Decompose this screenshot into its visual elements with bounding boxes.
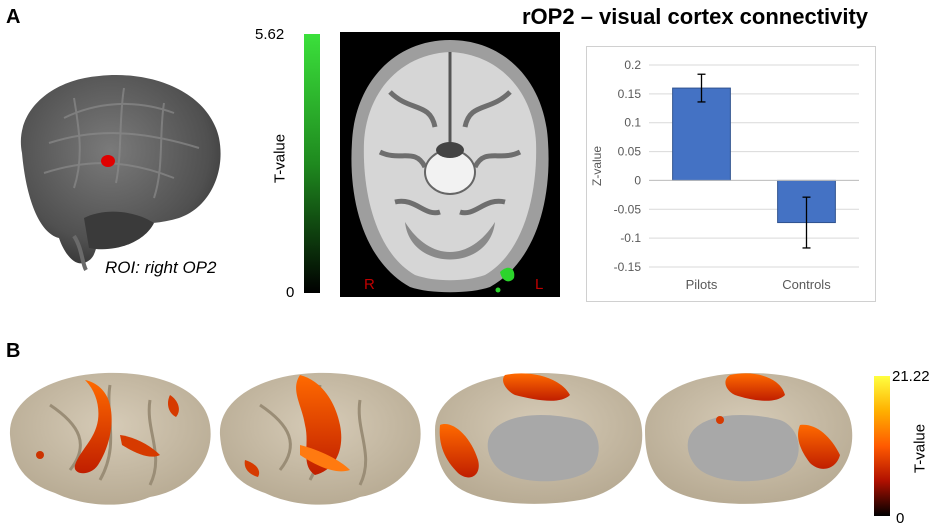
roi-label: ROI: right OP2 [105, 258, 217, 277]
surface-medial-left [435, 373, 643, 504]
colorbar-a-max: 5.62 [255, 26, 285, 43]
y-tick-label: 0.2 [624, 58, 641, 72]
slice-z-label: Z=-15 [340, 31, 380, 48]
axial-slice-image [340, 32, 560, 297]
y-tick-label: 0.05 [618, 145, 642, 159]
figure-title: rOP2 – visual cortex connectivity [522, 4, 869, 29]
colorbar-a-label: T-value [271, 133, 289, 184]
y-axis-label: Z-value [590, 146, 604, 186]
colorbar-b-min: 0 [896, 510, 905, 527]
y-tick-label: 0 [634, 173, 641, 187]
colorbar-a-min: 0 [286, 284, 295, 301]
cortical-surface-maps [0, 365, 855, 515]
y-tick-label: 0.1 [624, 116, 641, 130]
surface-lateral-left [9, 372, 211, 505]
x-category-label: Pilots [686, 277, 718, 292]
colorbar-b-gradient [874, 376, 890, 516]
bar-pilots [672, 87, 731, 181]
y-tick-label: -0.15 [614, 260, 642, 274]
colorbar-a-gradient [304, 34, 320, 293]
bar-chart: 0.2 0.15 0.1 0.05 0 -0.05 -0.1 -0.15 Z-value Pilo… [586, 46, 876, 302]
surface-medial-right [645, 373, 853, 504]
colorbar-b-label: T-value [911, 423, 929, 474]
surface-lateral-right [219, 372, 421, 505]
colorbar-b-max: 21.22 [892, 368, 930, 385]
y-tick-label: 0.15 [618, 87, 642, 101]
slice-left-label: L [535, 276, 544, 293]
y-tick-label: -0.1 [620, 231, 641, 245]
roi-marker [101, 155, 115, 167]
bar-chart-svg: 0.2 0.15 0.1 0.05 0 -0.05 -0.1 -0.15 Z-value Pilo… [590, 58, 859, 292]
panel-b-letter: B [6, 340, 21, 362]
y-tick-label: -0.05 [614, 202, 642, 216]
panel-a-letter: A [6, 6, 21, 28]
slice-right-label: R [364, 276, 375, 293]
x-category-label: Controls [782, 277, 831, 292]
sagittal-brain-image [4, 58, 229, 273]
